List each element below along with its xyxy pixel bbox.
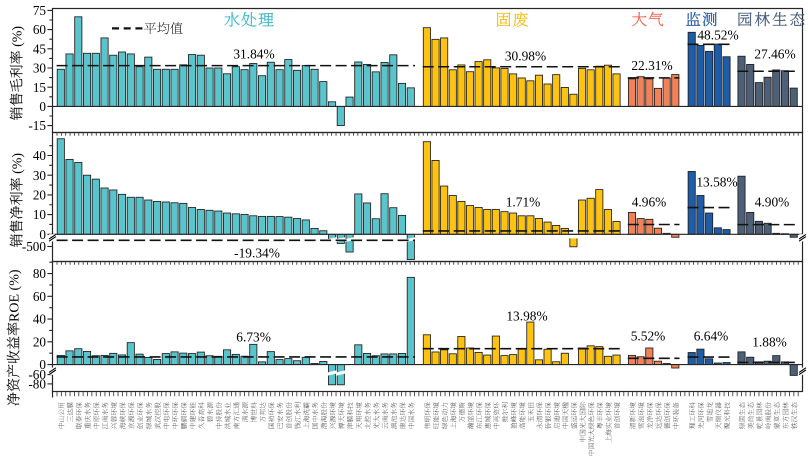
svg-text:45: 45	[33, 41, 47, 56]
svg-text:30: 30	[33, 168, 47, 183]
svg-text:40: 40	[33, 312, 47, 327]
svg-text:80: 80	[33, 266, 47, 281]
svg-text:22.31%: 22.31%	[631, 58, 672, 73]
svg-text:10: 10	[33, 207, 47, 222]
svg-text:(%): (%)	[11, 153, 26, 178]
svg-text:-19.34%: -19.34%	[234, 246, 280, 261]
svg-text:15: 15	[33, 80, 47, 95]
svg-text:60: 60	[33, 289, 47, 304]
svg-text:4.90%: 4.90%	[755, 195, 790, 210]
svg-text:-60: -60	[28, 367, 46, 382]
svg-text:75: 75	[33, 3, 47, 18]
svg-text:-80: -80	[28, 377, 46, 392]
svg-text:60: 60	[33, 22, 47, 37]
svg-text:20: 20	[33, 188, 47, 203]
svg-text:27.46%: 27.46%	[754, 47, 795, 62]
svg-text:1.71%: 1.71%	[506, 195, 541, 210]
svg-text:0: 0	[39, 99, 46, 114]
svg-text:ROE (%): ROE (%)	[8, 269, 23, 322]
svg-text:(%): (%)	[11, 26, 26, 51]
svg-text:20: 20	[33, 334, 47, 349]
svg-text:1.88%: 1.88%	[752, 335, 787, 350]
svg-text:-15: -15	[28, 118, 46, 133]
svg-text:6.73%: 6.73%	[236, 330, 271, 345]
svg-text:5.52%: 5.52%	[631, 329, 666, 344]
svg-text:31.84%: 31.84%	[233, 47, 274, 62]
svg-text:13.58%: 13.58%	[696, 175, 737, 190]
svg-text:13.98%: 13.98%	[506, 309, 547, 324]
svg-text:0: 0	[39, 227, 46, 242]
svg-text:6.64%: 6.64%	[694, 329, 729, 344]
svg-text:0: 0	[39, 357, 46, 372]
svg-text:-500: -500	[22, 239, 47, 254]
svg-text:48.52%: 48.52%	[697, 28, 738, 43]
svg-text:30.98%: 30.98%	[505, 49, 546, 64]
svg-text:4.96%: 4.96%	[632, 195, 667, 210]
svg-text:40: 40	[33, 148, 47, 163]
svg-text:30: 30	[33, 61, 47, 76]
